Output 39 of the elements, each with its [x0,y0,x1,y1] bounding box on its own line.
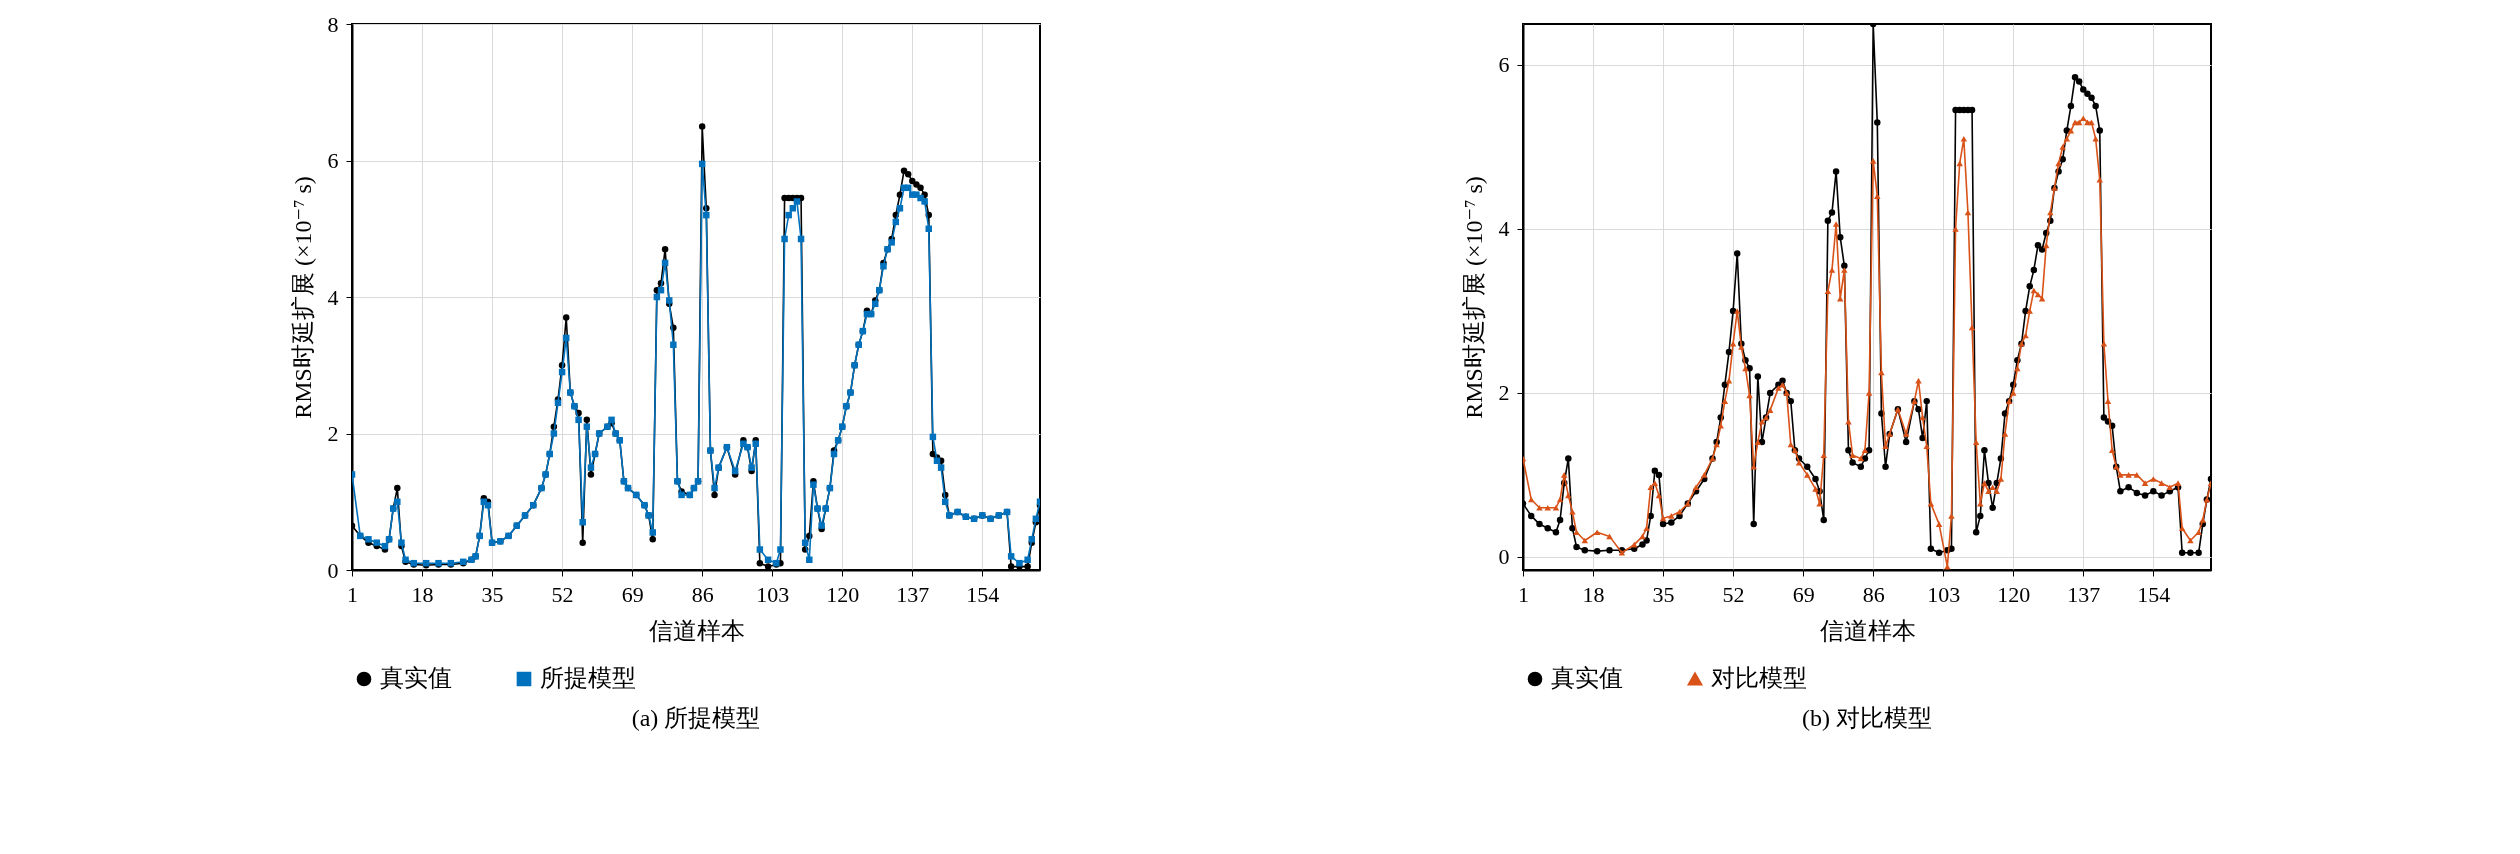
x-tick-label: 154 [966,581,1000,607]
y-tick-label: 6 [1498,52,1510,78]
legend-label: 真实值 [380,665,452,691]
x-tick-label: 86 [1862,581,1885,607]
y-tick-label: 4 [327,284,339,310]
x-tick-label: 69 [1792,581,1815,607]
x-tick-label: 18 [1582,581,1605,607]
x-tick-label: 120 [1997,581,2031,607]
x-tick-label: 120 [826,581,860,607]
x-tick-label: 103 [756,581,790,607]
x-tick-label: 103 [1927,581,1961,607]
x-tick-label: 137 [2067,581,2101,607]
text: (a) 所提模型 [631,705,761,731]
y-tick-label: 8 [327,11,339,37]
legend-label: 对比模型 [1711,665,1807,691]
y-tick-label: 0 [327,557,339,583]
x-tick-label: 35 [481,581,504,607]
text: (b) 对比模型 [1802,705,1932,731]
legend-label: 所提模型 [540,665,636,691]
x-tick-label: 69 [621,581,644,607]
y-axis-title: RMS时延扩展 (×10⁻⁷ s) [289,176,316,419]
x-tick-label: 52 [1722,581,1745,607]
y-tick-label: 4 [1498,216,1510,242]
x-tick-label: 1 [347,581,358,607]
y-tick-label: 2 [327,421,339,446]
y-tick-label: 6 [327,148,339,173]
x-axis-title: 信道样本 [1819,617,1916,644]
x-tick-label: 86 [691,581,714,607]
x-tick-label: 137 [896,581,930,607]
y-tick-label: 2 [1498,380,1510,406]
x-tick-label: 154 [2137,581,2171,607]
x-tick-label: 1 [1518,581,1529,607]
x-tick-label: 52 [551,581,574,607]
x-axis-title: 信道样本 [648,617,745,644]
legend-label: 真实值 [1551,665,1623,691]
y-axis-title: RMS时延扩展 (×10⁻⁷ s) [1460,176,1487,419]
x-tick-label: 35 [1652,581,1675,607]
y-tick-label: 0 [1498,544,1510,570]
x-tick-label: 18 [411,581,434,607]
